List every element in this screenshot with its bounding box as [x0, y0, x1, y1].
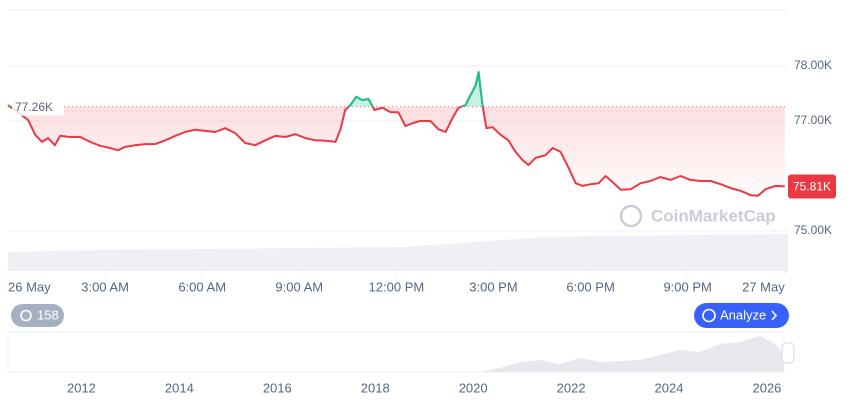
last-price-bg	[788, 174, 836, 199]
watermark-logo	[619, 204, 643, 228]
x-tick-label: 6:00 PM	[566, 279, 614, 294]
analyze-label: Analyze	[720, 307, 766, 322]
reference-label-bg	[12, 97, 64, 116]
x-tick-label: 3:00 AM	[81, 279, 129, 294]
navigator-handle[interactable]	[781, 342, 795, 364]
volume-area	[8, 234, 788, 270]
analyze-bg	[694, 303, 789, 328]
y-tick-label: 78.00K	[794, 58, 832, 72]
x-tick-label: 3:00 PM	[469, 279, 517, 294]
analyze-chevron	[771, 310, 778, 321]
watermark-text: CoinMarketCap	[651, 206, 776, 225]
navigator-tick-label: 2020	[459, 380, 488, 395]
badge-icon	[20, 309, 32, 322]
navigator-tick-label: 2026	[752, 380, 781, 395]
navigator-tick-label: 2024	[655, 380, 684, 395]
x-tick-label: 27 May	[742, 279, 785, 294]
x-tick-label: 26 May	[8, 279, 51, 294]
navigator-tick-label: 2014	[165, 380, 194, 395]
y-tick-label: 75.00K	[794, 223, 832, 237]
x-tick-label: 12:00 PM	[369, 279, 425, 294]
navigator-tick-label: 2012	[67, 380, 96, 395]
x-tick-label: 6:00 AM	[178, 279, 226, 294]
analyze-button[interactable]: Analyze	[694, 303, 789, 328]
y-tick-label: 77.00K	[794, 113, 832, 127]
reference-label: 77.26K	[15, 100, 53, 114]
navigator-tick-label: 2018	[361, 380, 390, 395]
area-below-ref	[10, 106, 785, 196]
badge-bg	[11, 304, 64, 327]
analyze-icon	[702, 308, 716, 323]
badge-count: 158	[37, 307, 59, 322]
navigator-area	[8, 336, 784, 372]
navigator-tick-label: 2016	[263, 380, 292, 395]
navigator-tick-label: 2022	[557, 380, 586, 395]
watermark: CoinMarketCap	[619, 204, 776, 228]
x-tick-label: 9:00 AM	[275, 279, 323, 294]
price-line	[7, 71, 785, 197]
x-tick-label: 9:00 PM	[663, 279, 711, 294]
history-badge[interactable]: 158	[11, 304, 64, 327]
last-price-label: 75.81K	[793, 180, 831, 194]
